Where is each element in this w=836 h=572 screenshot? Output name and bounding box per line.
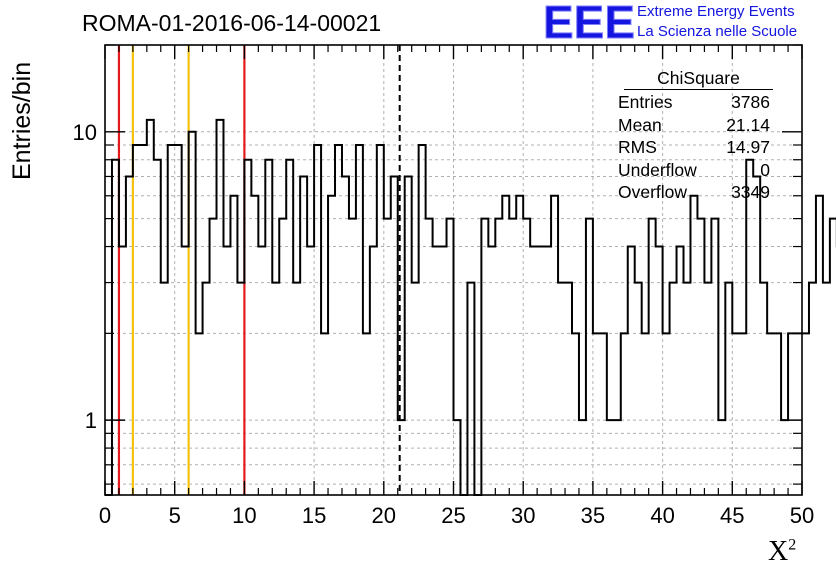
x-tick-label: 25 [441, 503, 465, 528]
stats-value: 3349 [731, 182, 770, 202]
x-tick-label: 20 [372, 503, 396, 528]
eee-logo: EEE [543, 2, 636, 42]
y-tick-label: 10 [73, 120, 97, 145]
stats-value: 14.97 [726, 137, 770, 157]
x-axis-label-base: X [768, 536, 789, 567]
x-tick-label: 50 [790, 503, 814, 528]
stats-title: ChiSquare [624, 67, 773, 90]
x-tick-labels: 0 5 10 15 20 25 30 35 40 45 50 [99, 503, 814, 528]
logo-letters: EEE [543, 2, 635, 42]
stats-label: Entries [618, 92, 673, 112]
y-tick-label: 1 [85, 408, 97, 433]
stats-row-underflow: Underflow 0 [612, 159, 775, 182]
x-tick-label: 5 [169, 503, 181, 528]
x-tick-label: 40 [650, 503, 674, 528]
stats-row-mean: Mean 21.14 [612, 114, 775, 137]
y-axis-label: Entries/bin [8, 61, 36, 180]
y-tick-labels: 1 10 [73, 120, 97, 433]
stats-label: Mean [618, 114, 662, 135]
x-tick-label: 10 [232, 503, 256, 528]
x-axis-label: X2 [768, 536, 796, 568]
stats-row-rms: RMS 14.97 [612, 136, 775, 159]
logo-line1: Extreme Energy Events [637, 3, 795, 20]
x-tick-label: 0 [99, 503, 111, 528]
logo-line2: La Scienza nelle Scuole [637, 23, 798, 40]
stats-row-entries: Entries 3786 [612, 91, 775, 114]
histogram-series [105, 118, 836, 496]
stats-label: Overflow [618, 182, 688, 202]
stats-label: Underflow [618, 159, 697, 180]
x-tick-label: 15 [302, 503, 326, 528]
x-tick-label: 35 [581, 503, 605, 528]
x-tick-label: 30 [511, 503, 535, 528]
stats-row-overflow: Overflow 3349 [612, 181, 775, 204]
stats-box: ChiSquare Entries 3786 Mean 21.14 RMS 14.97… [612, 67, 775, 204]
axis-ticks [104, 44, 803, 495]
stats-value: 0 [760, 159, 770, 180]
x-tick-label: 45 [720, 503, 744, 528]
stats-value: 21.14 [726, 114, 770, 135]
logo-text: Extreme Energy Events La Scienza nelle S… [637, 2, 797, 42]
x-axis-label-exponent: 2 [788, 536, 797, 554]
run-title: ROMA-01-2016-06-14-00021 [82, 10, 382, 36]
stats-label: RMS [618, 137, 657, 157]
stats-value: 3786 [731, 92, 770, 112]
